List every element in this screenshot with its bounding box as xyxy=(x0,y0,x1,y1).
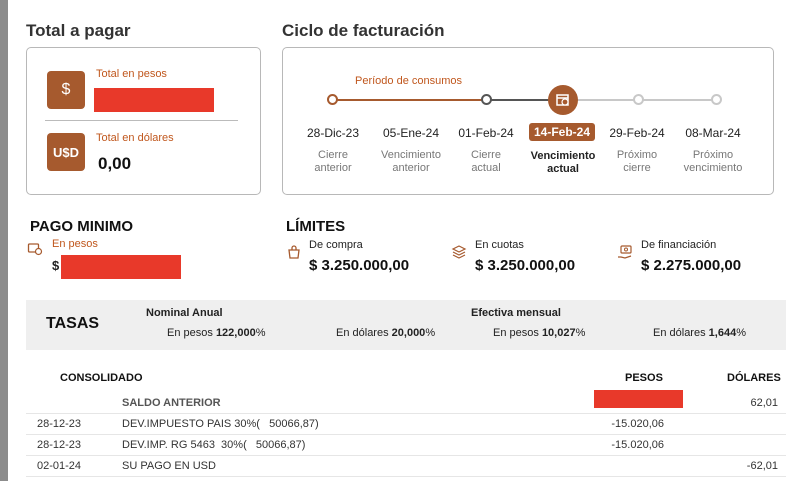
consolidado-title: CONSOLIDADO xyxy=(60,372,143,384)
periodo-label: Período de consumos xyxy=(355,75,463,87)
timeline-line-past xyxy=(333,99,488,101)
limite-compra-label: De compra xyxy=(309,239,363,251)
step-date: 05-Ene-24 xyxy=(382,126,440,140)
total-dolares-label: Total en dólares xyxy=(96,132,174,144)
table-row: SALDO ANTERIOR 62,01 xyxy=(26,390,786,414)
table-row: 28-12-23 DEV.IMPUESTO PAIS 30%( 50066,87… xyxy=(26,414,786,435)
row-pesos: -15.020,06 xyxy=(611,418,664,430)
row-pesos: -15.020,06 xyxy=(611,439,664,451)
efectiva-pesos: En pesos 10,027% xyxy=(493,327,586,339)
row-dolares: 62,01 xyxy=(750,397,778,409)
current-due-date-badge: 14-Feb-24 xyxy=(529,123,595,141)
step-label-active: Vencimiento actual xyxy=(530,150,596,175)
timeline-line-current xyxy=(488,99,563,101)
pesos-header: PESOS xyxy=(625,372,663,384)
total-title: Total a pagar xyxy=(26,21,131,40)
row-desc: DEV.IMPUESTO PAIS 30%( 50066,87) xyxy=(122,418,319,430)
total-card: $ Total en pesos U$D Total en dólares 0,… xyxy=(26,47,261,195)
row-date: 28-12-23 xyxy=(37,439,82,451)
total-pesos-redacted xyxy=(94,88,214,112)
nominal-pesos: En pesos 122,000% xyxy=(167,327,266,339)
dollar-icon: $ xyxy=(47,71,85,109)
row-date: 02-01-24 xyxy=(37,460,82,472)
limites-title: LÍMITES xyxy=(286,218,346,235)
ciclo-title: Ciclo de facturación xyxy=(282,21,445,40)
consolidado-header: CONSOLIDADO PESOS DÓLARES xyxy=(26,368,786,389)
step-label: Cierre anterior xyxy=(314,149,352,174)
step-label: Próximo cierre xyxy=(616,149,658,174)
efectiva-label: Efectiva mensual xyxy=(471,307,561,319)
nominal-dolares: En dólares 20,000% xyxy=(336,327,436,339)
total-pesos-label: Total en pesos xyxy=(96,68,167,80)
dolares-header: DÓLARES xyxy=(727,372,781,384)
cash-hand-icon xyxy=(617,244,633,265)
step-date: 28-Dic-23 xyxy=(306,126,360,140)
calendar-money-icon xyxy=(548,85,578,115)
limite-financiacion-label: De financiación xyxy=(641,239,717,251)
tasas-title: TASAS xyxy=(46,315,100,332)
efectiva-dolares: En dólares 1,644% xyxy=(653,327,746,339)
timeline-dot xyxy=(481,94,492,105)
pago-minimo-currency: $ xyxy=(52,258,60,273)
window-edge xyxy=(0,0,8,481)
total-dolares-value: 0,00 xyxy=(98,154,132,173)
step-label: Próximo vencimiento xyxy=(683,149,743,174)
timeline-dot xyxy=(327,94,338,105)
pago-minimo-redacted xyxy=(61,255,181,279)
step-date: 08-Mar-24 xyxy=(685,126,741,140)
step-label: Cierre actual xyxy=(471,149,501,174)
divider xyxy=(45,120,238,121)
row-desc: SALDO ANTERIOR xyxy=(122,397,221,409)
timeline-dot xyxy=(711,94,722,105)
limite-financiacion-value: $ 2.275.000,00 xyxy=(641,257,742,274)
shopping-bag-icon xyxy=(286,244,302,265)
row-date: 28-12-23 xyxy=(37,418,82,430)
pago-minimo-title: PAGO MINIMO xyxy=(30,218,134,235)
usd-icon: U$D xyxy=(47,133,85,171)
table-row: 02-01-24 SU PAGO EN USD -62,01 xyxy=(26,456,786,477)
pago-minimo-sub-label: En pesos xyxy=(52,238,98,250)
step-date: 29-Feb-24 xyxy=(609,126,665,140)
timeline-dot xyxy=(633,94,644,105)
ciclo-card: Período de consumos 28-Dic-23 05-Ene-24 … xyxy=(282,47,774,195)
step-label: Vencimiento anterior xyxy=(381,149,441,174)
wallet-clock-icon xyxy=(27,240,43,261)
nominal-label: Nominal Anual xyxy=(146,307,223,319)
layers-icon xyxy=(451,244,467,265)
row-desc: DEV.IMP. RG 5463 30%( 50066,87) xyxy=(122,439,306,451)
table-row: 28-12-23 DEV.IMP. RG 5463 30%( 50066,87)… xyxy=(26,435,786,456)
limite-cuotas-label: En cuotas xyxy=(475,239,524,251)
step-date: 01-Feb-24 xyxy=(458,126,514,140)
row-dolares: -62,01 xyxy=(746,460,778,472)
tasas-panel: TASAS Nominal Anual Efectiva mensual En … xyxy=(26,300,786,350)
saldo-pesos-redacted xyxy=(594,390,683,408)
limite-cuotas-value: $ 3.250.000,00 xyxy=(475,257,576,274)
limite-compra-value: $ 3.250.000,00 xyxy=(309,257,410,274)
row-desc: SU PAGO EN USD xyxy=(122,460,216,472)
